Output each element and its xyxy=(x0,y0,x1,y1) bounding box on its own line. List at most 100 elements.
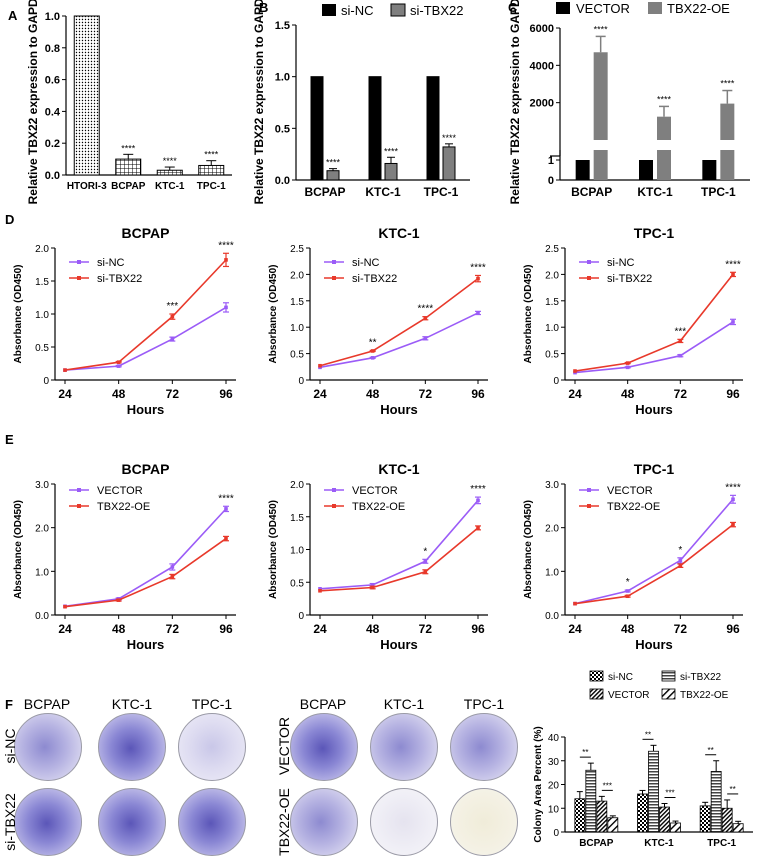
x-tick-label: 48 xyxy=(621,387,635,401)
legend-swatch xyxy=(589,688,604,700)
bar xyxy=(637,793,648,833)
y-tick-label: 1 xyxy=(548,155,554,167)
legend-label: si-TBX22 xyxy=(607,273,652,285)
x-tick-label: 24 xyxy=(58,622,72,636)
x-tick-label: KTC-1 xyxy=(365,185,401,199)
chart-title: BCPAP xyxy=(122,225,170,241)
y-tick-label: 0.2 xyxy=(45,138,60,150)
chart-d-tpc1-growth: 0 0.5 1.0 1.5 2.0 2.5 24 48 72 96 Hours Absorbance … xyxy=(523,225,743,417)
chart-e-bcpap-growth: 0.0 1.0 2.0 3.0 24 48 72 96 Hours Absorbance (OD4… xyxy=(13,461,236,652)
plate-row-label: si-TBX22 xyxy=(2,793,18,851)
y-tick-label: 1.0 xyxy=(45,11,60,23)
chart-e-ktc1-growth: 0 0.5 1.0 1.5 2.0 24 48 72 96 Hours Absorbance (OD… xyxy=(268,461,488,652)
y-tick-label: 1.0 xyxy=(290,323,304,334)
x-tick-label: 24 xyxy=(313,387,327,401)
significance-label: *** xyxy=(603,781,612,790)
chart-title: KTC-1 xyxy=(378,461,419,477)
data-point xyxy=(63,604,67,609)
x-tick-label: BCPAP xyxy=(304,185,345,199)
y-tick-label: 2.5 xyxy=(290,244,304,255)
plate-bcpap-si-nc xyxy=(14,713,82,781)
y-tick-label: 2000 xyxy=(530,98,554,110)
bar-lower-part xyxy=(720,150,735,180)
bar xyxy=(596,800,608,833)
y-tick-label: 1.0 xyxy=(35,567,49,578)
y-tick-label: 2.5 xyxy=(545,244,559,255)
y-axis-label: Absorbance (OD450) xyxy=(13,500,24,599)
significance-label: **** xyxy=(326,158,341,168)
legend-label: si-TBX22 xyxy=(680,672,722,683)
bar xyxy=(732,823,744,833)
chart-a-expression: Relative TBX22 expression to GAPDH 0.0 0.… xyxy=(26,0,232,204)
panel-letter-a: A xyxy=(8,8,18,23)
y-tick-label: 1.0 xyxy=(290,546,304,557)
bar xyxy=(442,146,456,181)
bar xyxy=(659,806,670,833)
legend-swatch xyxy=(589,670,604,682)
series-line-red xyxy=(319,527,479,592)
chart-c-ylabel: Relative TBX22 expression to GAPDH xyxy=(508,0,522,204)
bar xyxy=(310,76,324,181)
y-tick-label: 1.5 xyxy=(545,297,559,308)
x-tick-label: 96 xyxy=(219,622,233,636)
significance-label: **** xyxy=(725,259,741,270)
y-tick-label: 1.0 xyxy=(545,323,559,334)
significance-label: **** xyxy=(218,493,234,504)
series-line-red xyxy=(64,259,227,371)
panel-letter-d: D xyxy=(5,212,14,227)
x-tick-label: TPC-1 xyxy=(197,181,226,192)
bar xyxy=(585,769,597,833)
significance-label: *** xyxy=(674,326,686,337)
plate-bcpap-vector xyxy=(290,713,358,781)
y-tick-label: 0 xyxy=(298,376,304,387)
bar xyxy=(575,160,590,180)
y-tick-label: 0 xyxy=(553,828,559,839)
bar xyxy=(702,160,717,180)
series-line-purple xyxy=(319,312,479,369)
y-tick-label: 30 xyxy=(548,757,560,768)
legend-swatch xyxy=(661,670,676,682)
legend-label: TBX22-OE xyxy=(352,501,405,513)
significance-label: **** xyxy=(470,262,486,273)
plate-row-label: si-NC xyxy=(2,729,18,764)
bar xyxy=(607,817,619,833)
significance-label: * xyxy=(423,546,427,557)
bar xyxy=(648,750,659,833)
x-tick-label: BCPAP xyxy=(579,838,614,849)
y-tick-label: 0.5 xyxy=(275,123,290,135)
series-line-red xyxy=(319,277,479,367)
x-tick-label: BCPAP xyxy=(111,181,146,192)
significance-label: * xyxy=(678,545,682,556)
x-tick-label: 96 xyxy=(219,387,233,401)
legend-label-si-tbx22: si-TBX22 xyxy=(410,3,463,18)
x-tick-label: 72 xyxy=(674,387,688,401)
legend-label: TBX22-OE xyxy=(97,501,150,513)
x-tick-label: 72 xyxy=(166,387,180,401)
x-tick-label: 24 xyxy=(58,387,72,401)
x-tick-label: BCPAP xyxy=(571,185,612,199)
y-axis-label: Absorbance (OD450) xyxy=(523,265,534,364)
significance-label: **** xyxy=(121,143,136,153)
series-line-purple xyxy=(319,499,479,590)
x-axis-label: Hours xyxy=(380,402,418,417)
significance-label: **** xyxy=(725,482,741,493)
legend-marker xyxy=(332,488,336,492)
legend-label: VECTOR xyxy=(608,690,650,701)
y-tick-label: 0 xyxy=(553,376,559,387)
x-tick-label: 72 xyxy=(674,622,688,636)
x-axis-label: Hours xyxy=(635,637,673,652)
y-tick-label: 1.5 xyxy=(35,277,49,288)
legend-marker xyxy=(332,504,336,508)
y-tick-label: 40 xyxy=(548,733,560,744)
y-tick-label: 2.0 xyxy=(545,270,559,281)
y-tick-label: 0.8 xyxy=(45,43,60,55)
plate-tpc1-si-nc xyxy=(178,713,246,781)
plate-col-label: KTC-1 xyxy=(112,696,153,712)
chart-title: BCPAP xyxy=(122,461,170,477)
y-tick-label: 20 xyxy=(548,781,560,792)
x-tick-label: 96 xyxy=(726,622,740,636)
series-line-purple xyxy=(574,498,734,605)
y-tick-label: 0.4 xyxy=(45,106,61,118)
